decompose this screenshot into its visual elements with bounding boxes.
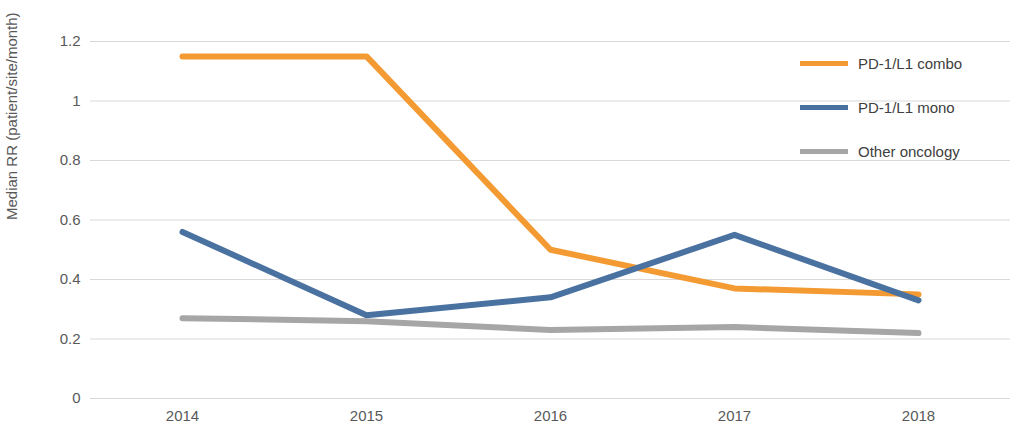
svg-text:2018: 2018 [902,407,935,424]
svg-text:2014: 2014 [166,407,199,424]
svg-text:0.8: 0.8 [60,151,81,168]
html-text:Other oncology: Other oncology [858,142,960,160]
svg-text:0.2: 0.2 [60,330,81,347]
svg-text:2015: 2015 [350,407,383,424]
svg-text:2016: 2016 [534,407,567,424]
svg-text:0.4: 0.4 [60,270,81,287]
svg-text:0.6: 0.6 [60,211,81,228]
svg-text:2017: 2017 [718,407,751,424]
html-text:PD-1/L1 combo: PD-1/L1 combo [858,54,963,72]
svg-text:1: 1 [72,92,80,109]
svg-text:Median RR (patient/site/month): Median RR (patient/site/month) [3,12,20,220]
html-text:PD-1/L1 mono: PD-1/L1 mono [858,98,955,116]
svg-text:1.2: 1.2 [60,32,81,49]
svg-text:0: 0 [72,389,80,406]
